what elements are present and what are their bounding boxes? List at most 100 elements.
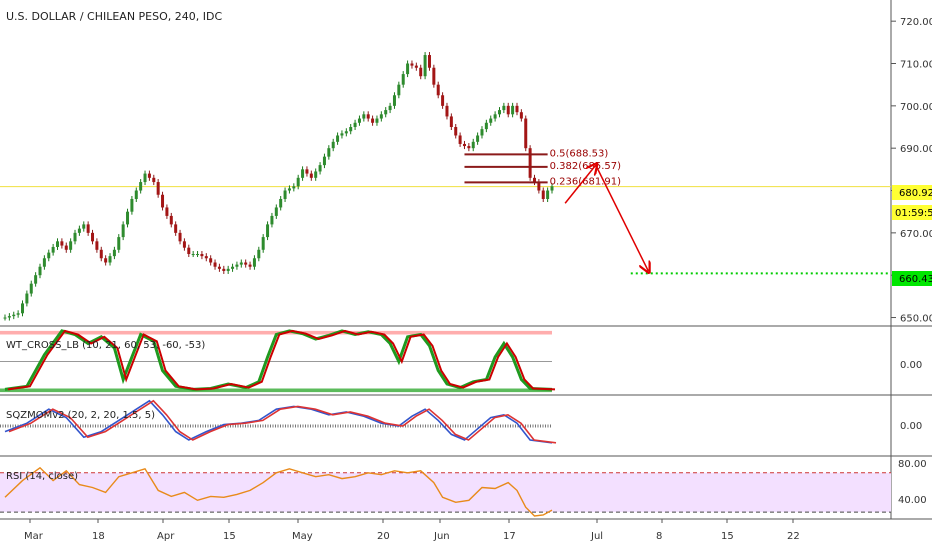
candle xyxy=(257,249,261,259)
candle xyxy=(305,169,309,174)
candle xyxy=(244,262,248,265)
candle xyxy=(25,293,29,304)
rsi-band xyxy=(0,472,891,513)
candle xyxy=(414,65,418,68)
candle xyxy=(436,84,440,96)
candle xyxy=(29,283,33,294)
candle xyxy=(187,247,191,255)
candle xyxy=(524,118,528,149)
candle xyxy=(191,254,195,256)
wt-overbought-band xyxy=(0,330,552,335)
candle xyxy=(248,264,252,267)
sqzmom-pane xyxy=(0,399,557,444)
projection-arrow xyxy=(595,164,649,271)
candle xyxy=(261,237,265,250)
candle xyxy=(384,110,388,115)
time-tick-label: 15 xyxy=(223,531,236,542)
target-price-label: 660.43 xyxy=(899,274,932,285)
candle xyxy=(270,215,274,225)
candle xyxy=(73,232,77,242)
rsi-line xyxy=(4,466,553,517)
candle xyxy=(366,114,370,119)
fib-level-label: 0.382(685.57) xyxy=(550,161,622,172)
time-tick-label: 22 xyxy=(787,531,800,542)
price-tick-label: 700.00 xyxy=(900,102,932,113)
candle xyxy=(406,63,410,75)
current-price-tag: 680.92 01:59:52 xyxy=(892,185,932,220)
candle xyxy=(511,105,515,115)
candle xyxy=(502,105,506,111)
candle xyxy=(344,131,348,134)
candle xyxy=(489,118,493,123)
candle xyxy=(349,127,353,132)
time-tick-label: 17 xyxy=(503,531,516,542)
candle xyxy=(12,314,16,317)
candle xyxy=(309,173,313,178)
candle xyxy=(104,258,108,263)
sqz-zero-tick: 0.00 xyxy=(900,421,922,432)
candle xyxy=(537,182,541,191)
candle xyxy=(108,256,112,263)
candle xyxy=(38,266,42,276)
rsi-tick-80: 80.00 xyxy=(898,459,927,470)
candle xyxy=(3,317,7,319)
sqzmom-label: SQZMOMv2 (20, 2, 20, 1.5, 5) xyxy=(6,410,155,421)
candle xyxy=(91,232,95,242)
candle xyxy=(331,141,335,149)
time-tick-label: Mar xyxy=(24,531,44,542)
rsi-pane xyxy=(0,466,891,517)
candle xyxy=(178,232,182,242)
candle xyxy=(318,165,322,172)
candle xyxy=(99,249,103,259)
candle xyxy=(471,141,475,149)
candle xyxy=(117,237,121,250)
candle xyxy=(161,194,165,208)
candle xyxy=(419,67,423,77)
candle xyxy=(497,110,501,115)
candle xyxy=(388,105,392,111)
wt-line-slow xyxy=(7,329,556,391)
candle xyxy=(541,190,545,199)
candle xyxy=(283,190,287,199)
time-tick-label: 20 xyxy=(377,531,390,542)
candle xyxy=(56,241,60,247)
rsi-label: RSI (14, close) xyxy=(6,471,78,482)
wt-oversold-band xyxy=(0,388,552,393)
candle xyxy=(458,135,462,144)
candle xyxy=(493,114,497,119)
time-tick-label: 8 xyxy=(656,531,662,542)
candle xyxy=(7,316,11,318)
candle xyxy=(357,118,361,123)
candle xyxy=(64,245,68,250)
candle xyxy=(235,264,239,267)
candle xyxy=(69,241,73,250)
pane-frames xyxy=(0,0,932,520)
candle xyxy=(362,114,366,119)
candle xyxy=(16,313,20,315)
time-axis: Mar 18 Apr 15 May 20 Jun 17 Jul 8 15 22 xyxy=(24,519,800,542)
rsi-tick-40: 40.00 xyxy=(898,495,927,506)
candle xyxy=(82,224,86,229)
chart-title: U.S. DOLLAR / CHILEAN PESO, 240, IDC xyxy=(6,10,222,23)
price-pane: 0.5(688.53) 0.382(685.57) 0.236(681.91) xyxy=(0,52,891,321)
candle xyxy=(126,211,130,225)
candle xyxy=(546,190,550,199)
target-price-tag: 660.43 xyxy=(892,271,932,286)
time-tick-label: Jul xyxy=(590,531,603,542)
candle xyxy=(301,169,305,178)
candle xyxy=(467,146,471,149)
candle xyxy=(121,224,125,238)
price-tick-label: 710.00 xyxy=(900,60,932,71)
candle xyxy=(130,198,134,212)
candle xyxy=(287,188,291,191)
candle xyxy=(51,246,55,253)
candle xyxy=(445,105,449,117)
time-tick-label: Jun xyxy=(433,531,450,542)
candle xyxy=(86,224,90,233)
candle xyxy=(231,266,235,269)
candle xyxy=(139,182,143,191)
time-tick-label: May xyxy=(292,531,313,542)
price-tick-label: 720.00 xyxy=(900,17,932,28)
candle xyxy=(480,129,484,136)
candle xyxy=(143,173,147,183)
